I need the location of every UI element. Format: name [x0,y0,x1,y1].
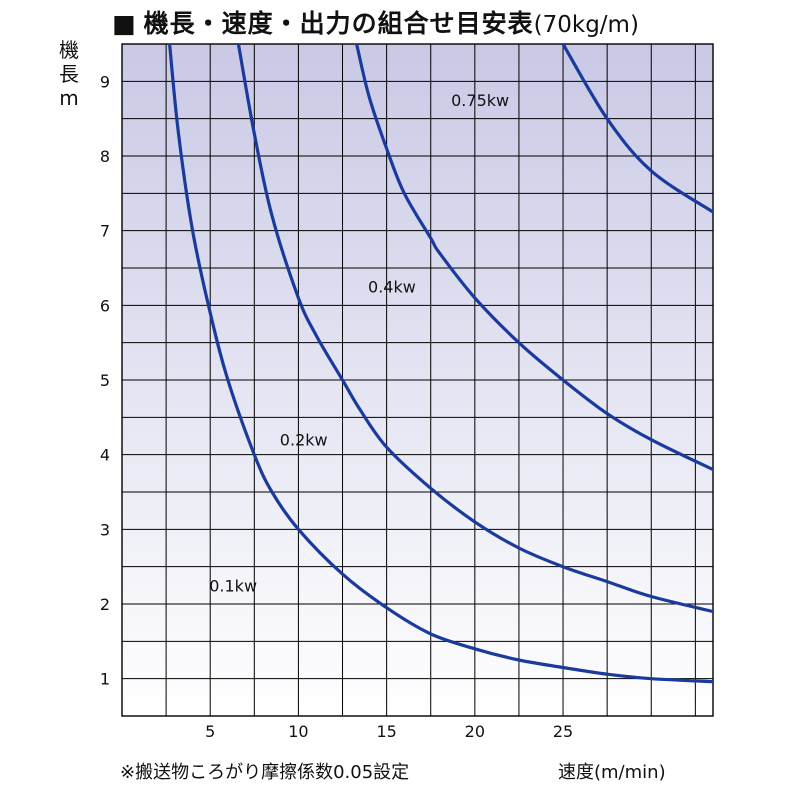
x-tick-label: 25 [553,722,573,741]
title-marker: ■ [112,9,136,38]
chart-title: ■ 機長・速度・出力の組合せ目安表(70kg/m) [112,6,639,42]
x-tick-label: 5 [205,722,215,741]
y-axis-label: 機 長 m [52,38,86,110]
series-line-0-75kw [561,44,713,214]
y-tick-label: 6 [100,296,110,315]
y-tick-label: 7 [100,222,110,241]
y-tick-label: 5 [100,371,110,390]
y-tick-label: 2 [100,595,110,614]
x-tick-label: 20 [465,722,485,741]
footnote: ※搬送物ころがり摩擦係数0.05設定 [120,762,410,783]
curve-label: 0.1kw [209,576,257,595]
y-tick-label: 1 [100,670,110,689]
curve-label: 0.75kw [451,91,509,110]
x-tick-label: 15 [376,722,396,741]
y-axis-label-char: 長 [59,62,79,86]
curves [168,44,713,684]
series-line-0-2kw [236,44,713,614]
y-axis-label-char: m [59,86,79,110]
y-tick-label: 8 [100,147,110,166]
title-unit: (70kg/m) [533,12,639,38]
y-axis-label-char: 機 [59,38,79,62]
curve-labels: 0.1kw 0.2kw 0.4kw 0.75kw [209,91,509,595]
grid [121,43,714,717]
tick-labels: 5 10 15 20 25 1 2 3 4 5 6 7 8 9 [100,72,573,741]
series-line-0-1kw [168,44,713,684]
y-tick-label: 3 [100,520,110,539]
curve-label: 0.4kw [368,278,416,297]
x-axis-label: 速度(m/min) [558,762,666,783]
series-line-0-4kw [355,44,713,472]
plot-frame [121,43,714,717]
curve-label: 0.2kw [280,431,328,450]
x-tick-label: 10 [288,722,308,741]
y-tick-label: 9 [100,72,110,91]
title-main: 機長・速度・出力の組合せ目安表 [143,9,534,38]
y-tick-label: 4 [100,446,110,465]
